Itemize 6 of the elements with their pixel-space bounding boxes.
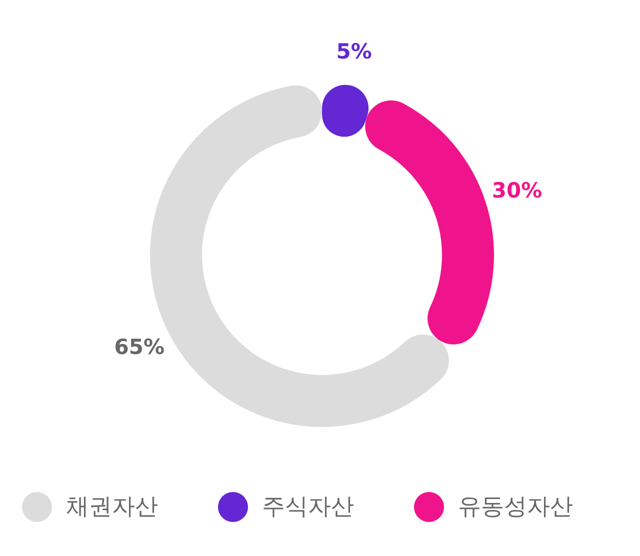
legend-label: 유동성자산 xyxy=(458,494,573,520)
legend-label: 주식자산 xyxy=(262,494,354,520)
data-label: 5% xyxy=(336,40,372,64)
data-label: 30% xyxy=(492,178,542,203)
legend-label: 채권자산 xyxy=(66,494,158,520)
data-label: 65% xyxy=(114,335,164,360)
